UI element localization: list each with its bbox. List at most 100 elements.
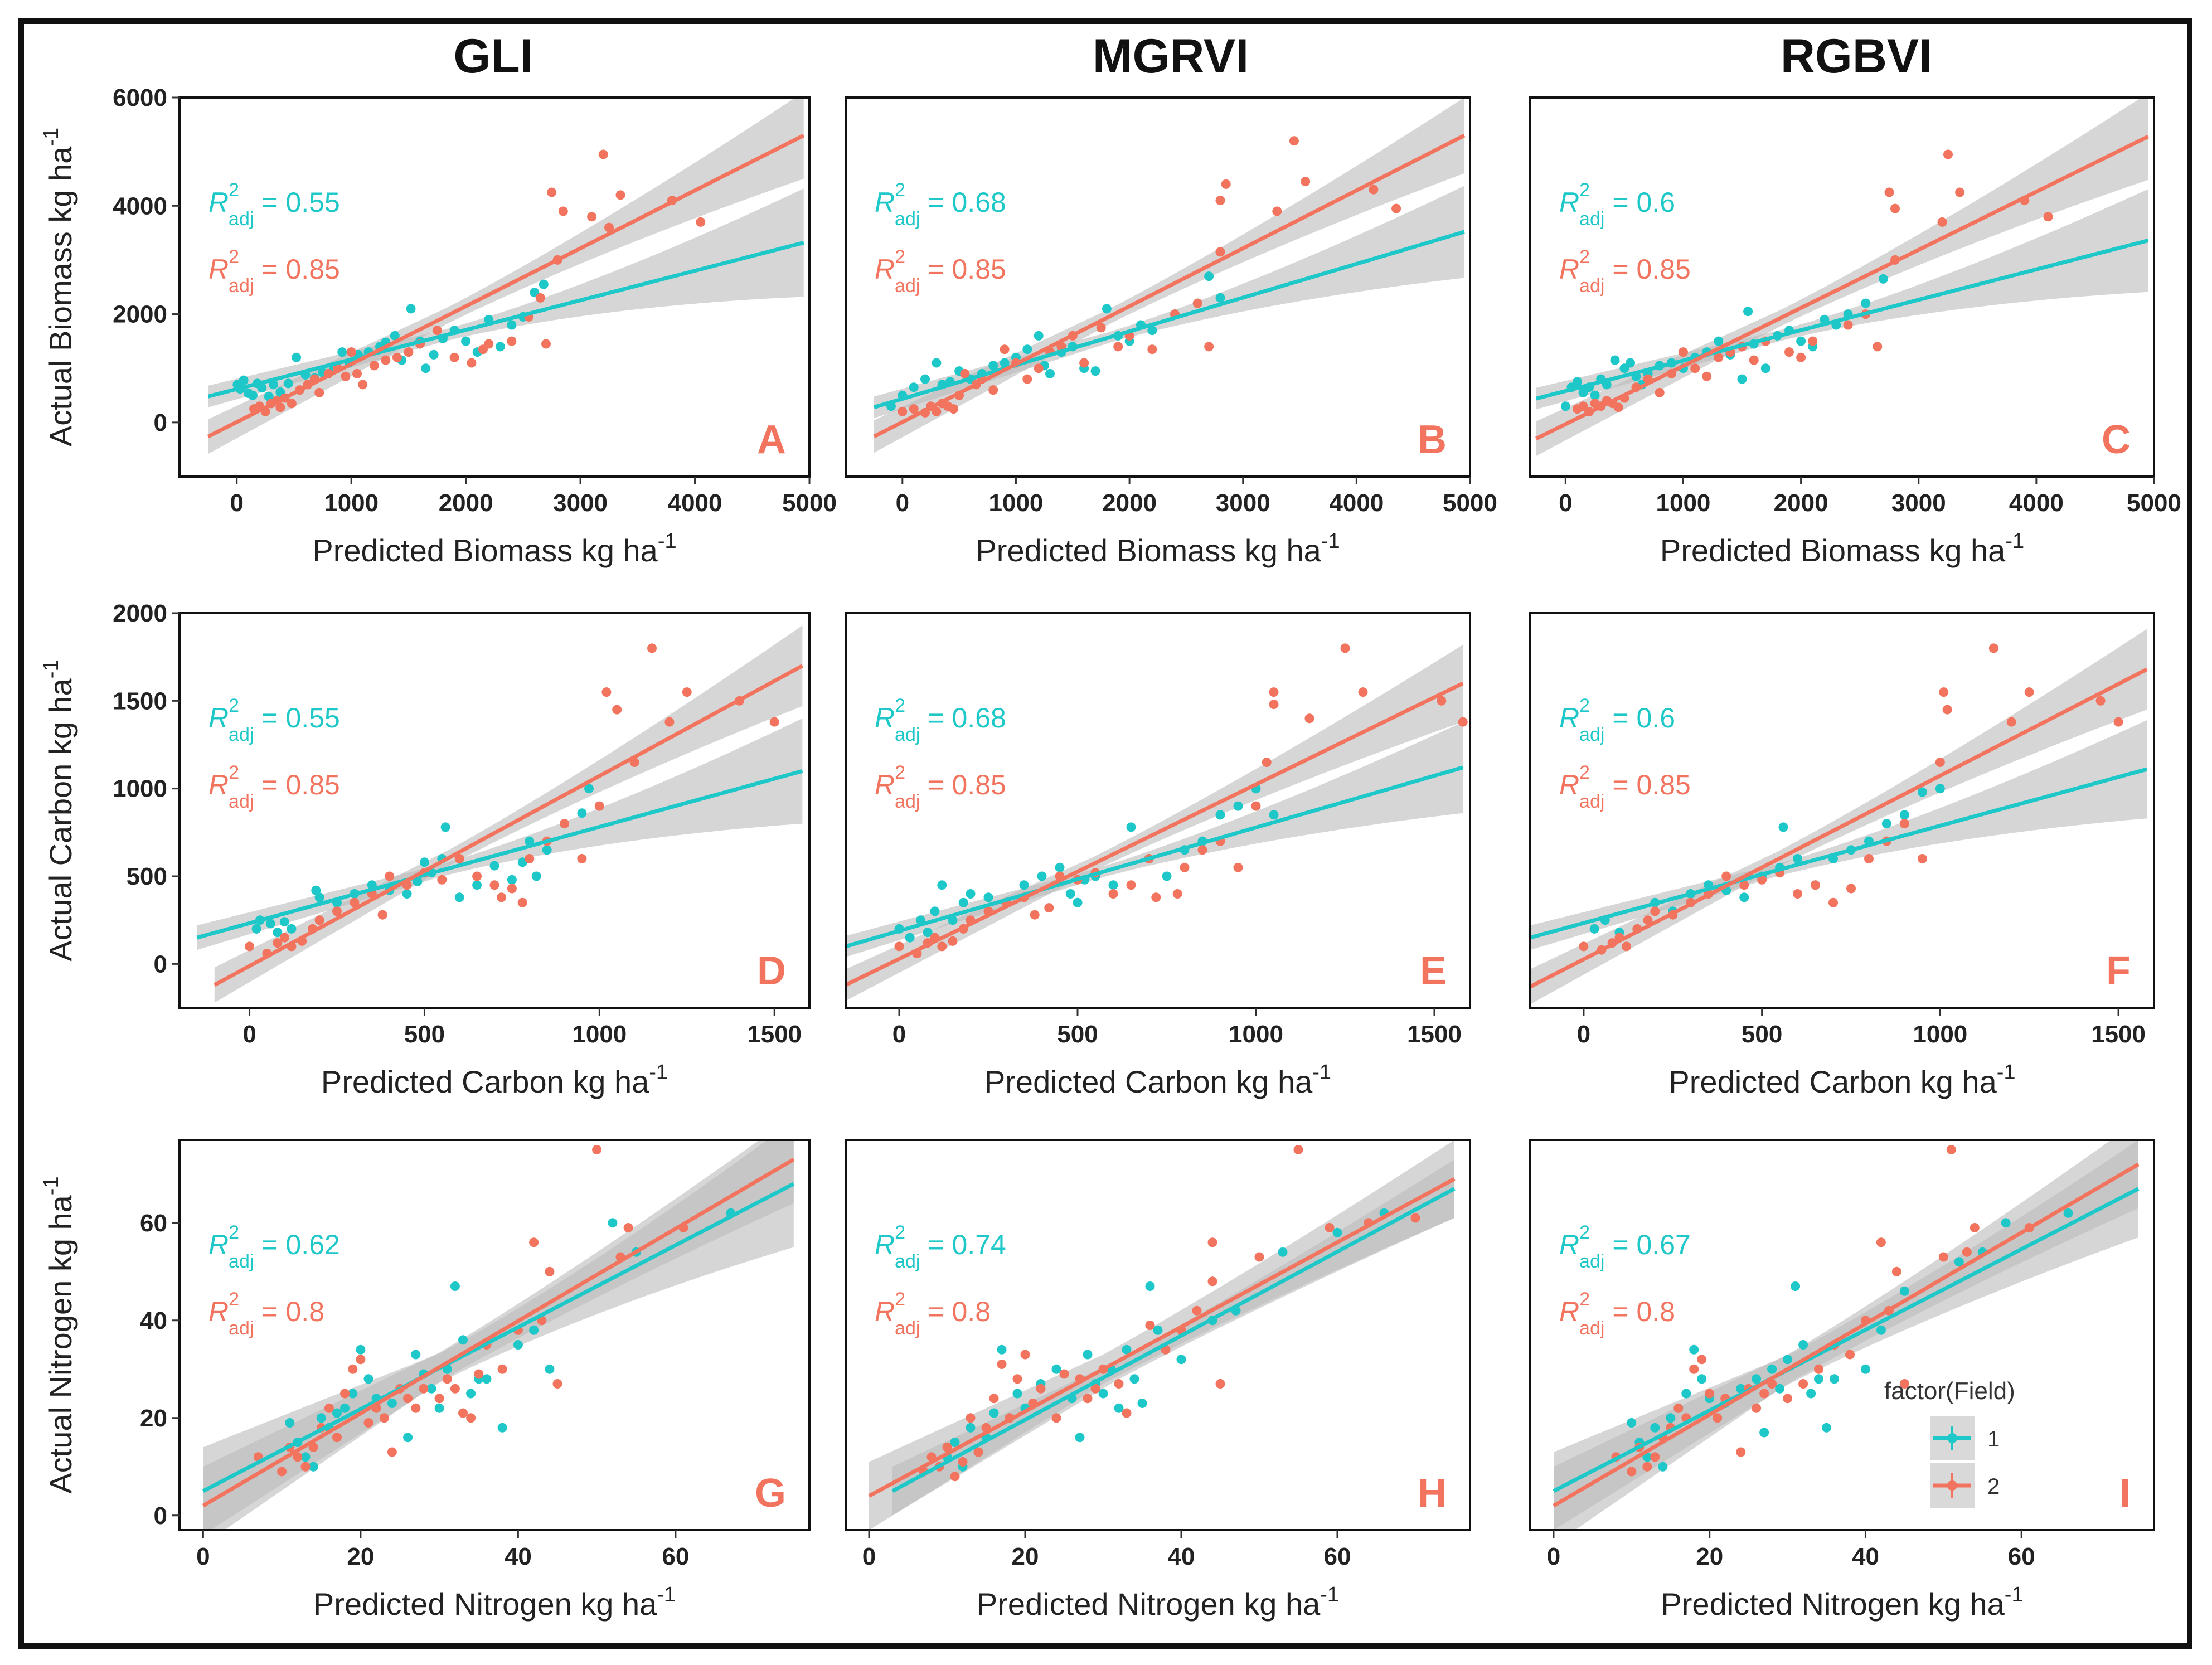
r2-symbol: R — [875, 1229, 895, 1260]
data-point-field-2 — [894, 941, 904, 952]
r2-superscript: 2 — [895, 762, 905, 783]
data-point-field-1 — [1627, 1418, 1637, 1428]
x-axis-label-superscript: -1 — [1320, 1583, 1339, 1606]
data-point-field-2 — [535, 293, 545, 303]
data-point-field-2 — [1689, 1364, 1699, 1374]
y-axis-label-superscript: -1 — [40, 128, 63, 147]
data-point-field-1 — [363, 1374, 373, 1384]
data-point-field-1 — [472, 880, 482, 890]
data-point-field-2 — [1269, 687, 1279, 697]
r2-subscript: adj — [229, 1251, 254, 1272]
data-point-field-2 — [2006, 717, 2016, 727]
r2-superscript: 2 — [895, 1222, 905, 1243]
panel-frame — [845, 1139, 1471, 1531]
data-point-field-1 — [348, 1389, 358, 1399]
x-tick-label: 1000 — [572, 1021, 627, 1048]
data-point-field-2 — [598, 149, 608, 159]
data-point-field-2 — [525, 854, 535, 863]
data-point-field-2 — [1793, 889, 1803, 899]
regression-line-field-1 — [202, 1182, 795, 1493]
r2-annotation-field-1: R2 adj = 0.67 — [1559, 1222, 1691, 1272]
data-point-field-2 — [1697, 1355, 1707, 1365]
regression-line-field-2 — [1535, 134, 2149, 441]
data-point-field-1 — [434, 1403, 444, 1413]
data-point-field-1 — [920, 374, 930, 384]
data-point-field-1 — [513, 1340, 523, 1350]
data-point-field-2 — [434, 1394, 444, 1404]
data-point-field-1 — [531, 871, 541, 881]
data-point-field-1 — [1650, 1423, 1660, 1433]
data-point-field-2 — [1876, 1237, 1886, 1247]
data-point-field-1 — [1075, 1433, 1085, 1443]
data-point-field-2 — [769, 717, 779, 727]
y-tick-label: 0 — [154, 1502, 167, 1530]
data-point-field-1 — [273, 928, 283, 938]
data-point-field-2 — [937, 941, 947, 952]
legend: factor(Field) 1 2 — [1884, 1377, 2015, 1508]
data-point-field-2 — [1096, 323, 1106, 333]
regression-line-field-1 — [1535, 239, 2149, 401]
x-axis-label: Predicted Nitrogen kg ha-1 — [977, 1583, 1339, 1622]
r2-annotation-field-2: R2 adj = 0.85 — [208, 762, 340, 812]
x-tick-label: 1000 — [1656, 489, 1711, 517]
x-axis-label: Predicted Nitrogen kg ha-1 — [1661, 1583, 2023, 1622]
r2-symbol: R — [208, 1296, 229, 1327]
data-point-field-2 — [341, 371, 351, 381]
data-point-field-1 — [950, 1438, 960, 1447]
data-point-field-1 — [2001, 1218, 2011, 1228]
confidence-band-field-2 — [203, 1140, 794, 1530]
r2-subscript: adj — [895, 724, 920, 745]
regression-line-field-2 — [207, 133, 805, 439]
data-point-field-2 — [300, 1462, 311, 1472]
panel-frame — [1529, 612, 2155, 1009]
data-point-field-2 — [1873, 342, 1883, 352]
data-point-field-1 — [1037, 871, 1047, 881]
r2-symbol: R — [875, 187, 895, 218]
r2-superscript: 2 — [229, 1289, 239, 1310]
data-point-field-2 — [1721, 871, 1731, 881]
panel-frame — [845, 612, 1471, 1009]
data-point-field-2 — [1410, 1213, 1420, 1223]
y-tick-label: 4000 — [113, 192, 167, 220]
panel-frame — [178, 96, 811, 478]
data-point-field-2 — [1899, 819, 1909, 829]
data-point-field-2 — [1262, 758, 1272, 767]
data-point-field-1 — [577, 808, 587, 818]
panel-letter: F — [2106, 949, 2131, 993]
data-point-field-2 — [1022, 374, 1032, 384]
data-point-field-1 — [1090, 366, 1100, 376]
data-point-field-1 — [1153, 1325, 1163, 1335]
x-axis-label: Predicted Nitrogen kg ha-1 — [313, 1583, 676, 1622]
r2-superscript: 2 — [1579, 1289, 1590, 1310]
y-tick-label: 2000 — [113, 301, 167, 328]
column-title-rgbvi: RGBVI — [1781, 30, 1932, 83]
data-point-field-2 — [1221, 179, 1231, 189]
confidence-band-field-2 — [846, 644, 1463, 1001]
data-point-field-2 — [1891, 1266, 1901, 1276]
data-point-field-1 — [390, 331, 400, 341]
data-point-field-1 — [1714, 336, 1724, 346]
data-point-field-1 — [429, 349, 439, 360]
panel-g: 0 20 40 60 0 20 40 60 Predicted Nitrogen kg ha-1… — [40, 1139, 811, 1622]
data-point-field-2 — [1207, 1237, 1217, 1247]
data-point-field-2 — [1301, 177, 1311, 187]
r2-superscript: 2 — [1579, 762, 1590, 783]
legend-label-1: 1 — [1987, 1427, 2000, 1452]
y-tick-label: 40 — [140, 1307, 167, 1334]
x-tick-label: 2000 — [1774, 489, 1828, 517]
data-point-field-2 — [601, 687, 612, 697]
data-point-field-2 — [332, 1433, 342, 1443]
data-point-field-1 — [545, 1364, 555, 1374]
data-point-field-1 — [403, 1433, 413, 1443]
column-titles: GLI MGRVI RGBVI — [453, 30, 1932, 83]
data-point-field-2 — [1340, 643, 1350, 653]
data-point-field-2 — [1955, 187, 1965, 197]
r2-value: = 0.68 — [928, 702, 1006, 734]
data-point-field-2 — [404, 347, 414, 357]
x-tick-label: 2000 — [1102, 489, 1157, 517]
data-point-field-2 — [517, 897, 527, 907]
data-point-field-2 — [1233, 862, 1243, 872]
data-point-field-1 — [1573, 377, 1582, 387]
r2-value: = 0.85 — [1612, 769, 1690, 800]
